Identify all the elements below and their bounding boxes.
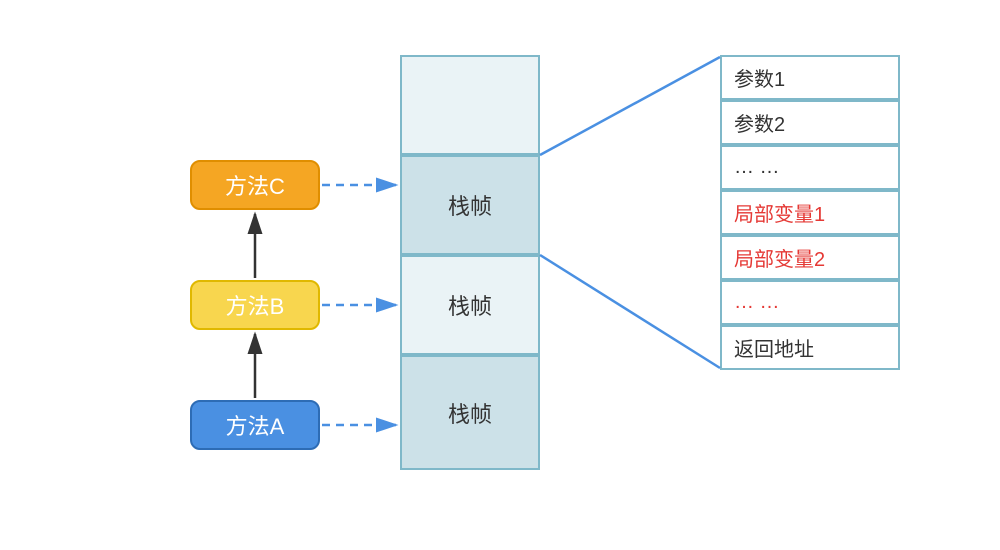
detail-row-return: 返回地址	[720, 325, 900, 370]
stack-frame-1: 栈帧	[400, 155, 540, 255]
stack-frame-empty	[400, 55, 540, 155]
expand-top	[540, 57, 720, 155]
stack-frame-3: 栈帧	[400, 355, 540, 470]
method-a-label: 方法A	[226, 409, 285, 441]
stack-frame-1-label: 栈帧	[448, 189, 492, 221]
method-b-label: 方法B	[226, 289, 285, 321]
method-b-box: 方法B	[190, 280, 320, 330]
detail-row-param1: 参数1	[720, 55, 900, 100]
detail-row-local2: 局部变量2	[720, 235, 900, 280]
stack-frame-3-label: 栈帧	[448, 397, 492, 429]
detail-row-param2: 参数2	[720, 100, 900, 145]
detail-label-5: … …	[734, 291, 780, 314]
stack-frame-2-label: 栈帧	[448, 289, 492, 321]
expand-bottom	[540, 255, 720, 368]
detail-label-3: 局部变量1	[734, 198, 825, 227]
detail-row-ellipsis2: … …	[720, 280, 900, 325]
method-a-box: 方法A	[190, 400, 320, 450]
detail-label-4: 局部变量2	[734, 243, 825, 272]
detail-label-6: 返回地址	[734, 333, 814, 362]
method-c-label: 方法C	[225, 169, 285, 201]
method-c-box: 方法C	[190, 160, 320, 210]
detail-label-2: … …	[734, 156, 780, 179]
detail-label-0: 参数1	[734, 63, 785, 92]
detail-row-local1: 局部变量1	[720, 190, 900, 235]
stack-frame-2: 栈帧	[400, 255, 540, 355]
detail-label-1: 参数2	[734, 108, 785, 137]
detail-row-ellipsis1: … …	[720, 145, 900, 190]
